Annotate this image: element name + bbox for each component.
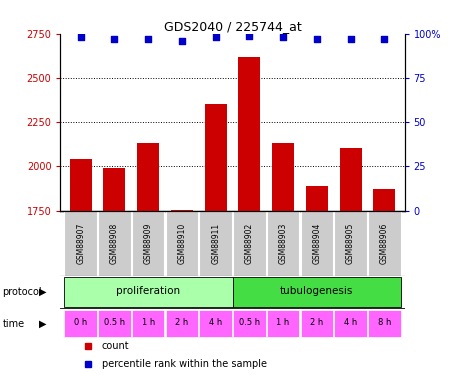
Text: GSM88910: GSM88910: [177, 223, 186, 264]
Bar: [199, 211, 232, 276]
Bar: [98, 211, 131, 276]
Bar: [334, 310, 367, 337]
Text: 0 h: 0 h: [74, 318, 87, 327]
Point: [246, 33, 253, 39]
Text: 8 h: 8 h: [378, 318, 391, 327]
Text: count: count: [102, 341, 129, 351]
Text: GSM88906: GSM88906: [380, 222, 389, 264]
Text: 2 h: 2 h: [175, 318, 188, 327]
Point: [178, 38, 186, 44]
Bar: [306, 186, 328, 211]
Bar: [205, 104, 226, 211]
Bar: [166, 211, 198, 276]
Bar: [368, 310, 400, 337]
Text: 4 h: 4 h: [344, 318, 357, 327]
Text: proliferation: proliferation: [116, 286, 180, 297]
Text: ▶: ▶: [39, 318, 46, 328]
Title: GDS2040 / 225744_at: GDS2040 / 225744_at: [164, 20, 301, 33]
Point: [313, 36, 320, 42]
Bar: [334, 211, 367, 276]
Point: [111, 36, 118, 42]
Bar: [373, 189, 395, 211]
Text: protocol: protocol: [2, 287, 42, 297]
Bar: [301, 310, 333, 337]
Text: percentile rank within the sample: percentile rank within the sample: [102, 359, 267, 369]
Bar: [339, 148, 362, 211]
Bar: [65, 310, 97, 337]
Bar: [132, 310, 164, 337]
Bar: [64, 278, 232, 307]
Bar: [301, 211, 333, 276]
Bar: [65, 211, 97, 276]
Point: [77, 34, 85, 40]
Bar: [166, 310, 198, 337]
Text: GSM88909: GSM88909: [144, 222, 153, 264]
Text: ▶: ▶: [39, 287, 46, 297]
Bar: [104, 168, 126, 211]
Bar: [70, 159, 92, 211]
Bar: [137, 143, 159, 211]
Text: 1 h: 1 h: [277, 318, 290, 327]
Bar: [272, 143, 294, 211]
Bar: [132, 211, 164, 276]
Text: 1 h: 1 h: [141, 318, 155, 327]
Bar: [98, 310, 131, 337]
Bar: [368, 211, 400, 276]
Bar: [267, 211, 299, 276]
Text: GSM88907: GSM88907: [76, 222, 85, 264]
Text: GSM88903: GSM88903: [279, 222, 288, 264]
Bar: [171, 210, 193, 211]
Text: 0.5 h: 0.5 h: [239, 318, 260, 327]
Bar: [233, 310, 266, 337]
Bar: [239, 57, 260, 211]
Text: GSM88904: GSM88904: [312, 222, 321, 264]
Bar: [199, 310, 232, 337]
Text: 4 h: 4 h: [209, 318, 222, 327]
Point: [145, 36, 152, 42]
Bar: [232, 278, 401, 307]
Point: [347, 36, 354, 42]
Text: GSM88902: GSM88902: [245, 223, 254, 264]
Point: [279, 34, 287, 40]
Point: [380, 36, 388, 42]
Text: 2 h: 2 h: [310, 318, 324, 327]
Text: GSM88908: GSM88908: [110, 223, 119, 264]
Text: time: time: [2, 318, 25, 328]
Text: tubulogenesis: tubulogenesis: [280, 286, 353, 297]
Text: 0.5 h: 0.5 h: [104, 318, 125, 327]
Text: GSM88911: GSM88911: [211, 223, 220, 264]
Bar: [267, 310, 299, 337]
Text: GSM88905: GSM88905: [346, 222, 355, 264]
Point: [212, 34, 219, 40]
Bar: [233, 211, 266, 276]
